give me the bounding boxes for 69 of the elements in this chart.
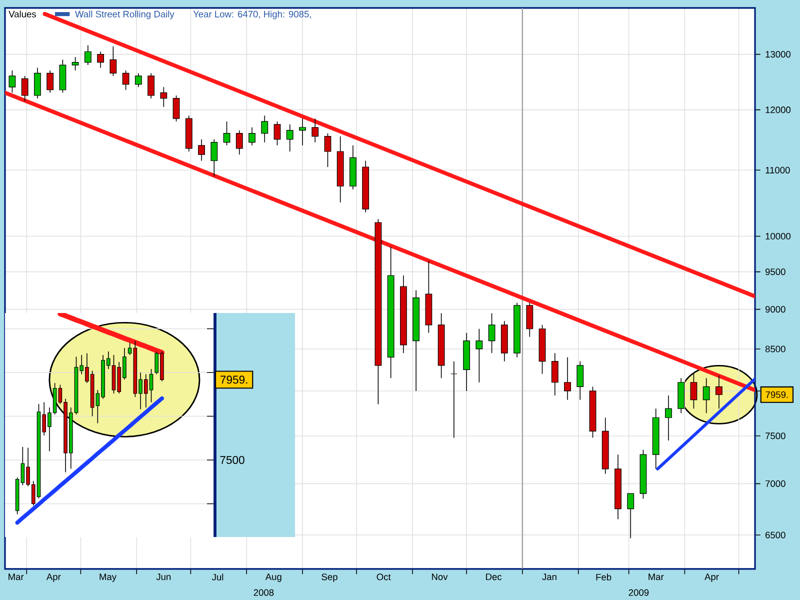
x-tick-label: Jun [156, 574, 171, 580]
x-tick-label: Jan [542, 574, 556, 580]
candlestick [274, 121, 281, 146]
candlestick [286, 124, 294, 152]
y-tick-label: 7000 [766, 480, 786, 487]
candlestick [450, 360, 458, 438]
y-tick-label: 9000 [765, 306, 786, 313]
x-tick-label: Apr [704, 574, 719, 582]
x-tick-label: Sep [322, 574, 338, 582]
candlestick [110, 46, 117, 76]
candlestick [551, 352, 558, 396]
candlestick [299, 118, 306, 146]
candlestick [236, 130, 243, 155]
y-tick-label: 8500 [765, 346, 786, 352]
candlestick [488, 312, 496, 354]
candlestick [172, 95, 180, 122]
y-tick-label: 12000 [766, 106, 791, 114]
candlestick [134, 72, 142, 88]
x-tick-label: Dec [486, 574, 502, 580]
candlestick [476, 328, 483, 383]
y-tick-label: 7959. [766, 391, 788, 398]
y-tick-label: 13000 [766, 51, 791, 58]
candlestick [198, 138, 205, 162]
x-tick-label: May [100, 574, 117, 582]
candlestick [21, 76, 28, 102]
candlestick [690, 373, 698, 409]
y-tick-label: 9500 [765, 268, 786, 276]
x-tick-label: Mar [8, 574, 24, 580]
candlestick [576, 360, 584, 400]
text: Wall Street Rolling Daily [75, 10, 174, 20]
candlestick [46, 70, 54, 94]
x-tick-label: Aug [265, 574, 282, 582]
candlestick [8, 70, 16, 94]
candlestick [665, 395, 672, 441]
x-tick-label: Jul [212, 574, 224, 580]
candlestick [324, 132, 332, 168]
text: 2009 [628, 589, 649, 596]
x-tick-label: Mar [648, 574, 664, 580]
candlestick [97, 51, 104, 68]
candlestick [261, 115, 268, 143]
candlestick [627, 493, 634, 539]
y-tick-label: 6500 [766, 532, 786, 538]
x-tick-label: Oct [376, 574, 391, 580]
candlestick [148, 72, 154, 99]
legend-title: Values [8, 10, 36, 18]
y-tick-label: 7500 [220, 456, 244, 464]
y-tick-label: 11000 [766, 166, 790, 174]
candlestick [223, 121, 230, 146]
candlestick [248, 126, 256, 146]
y-tick-label: 10000 [766, 232, 791, 240]
y-tick-label: 7500 [766, 432, 786, 440]
candlestick [72, 56, 79, 71]
candlestick [312, 118, 319, 143]
line-series [15, 396, 164, 525]
candlestick [160, 86, 168, 108]
candlestick [702, 378, 710, 414]
candlestick [122, 70, 130, 90]
x-tick-label: Nov [432, 574, 448, 580]
x-tick-label: Apr [46, 574, 61, 582]
chart-subtitle: Year Low: 6470, High: 9085, [193, 10, 311, 20]
x-tick-label: Feb [596, 574, 612, 580]
candlestick [564, 356, 571, 400]
candlestick [34, 67, 41, 99]
candlestick [526, 302, 534, 338]
text: 2008 [254, 589, 274, 596]
candlestick [210, 138, 218, 177]
candlestick [715, 375, 722, 409]
candlestick [84, 44, 92, 66]
y-tick-label: 7959. [220, 376, 248, 384]
